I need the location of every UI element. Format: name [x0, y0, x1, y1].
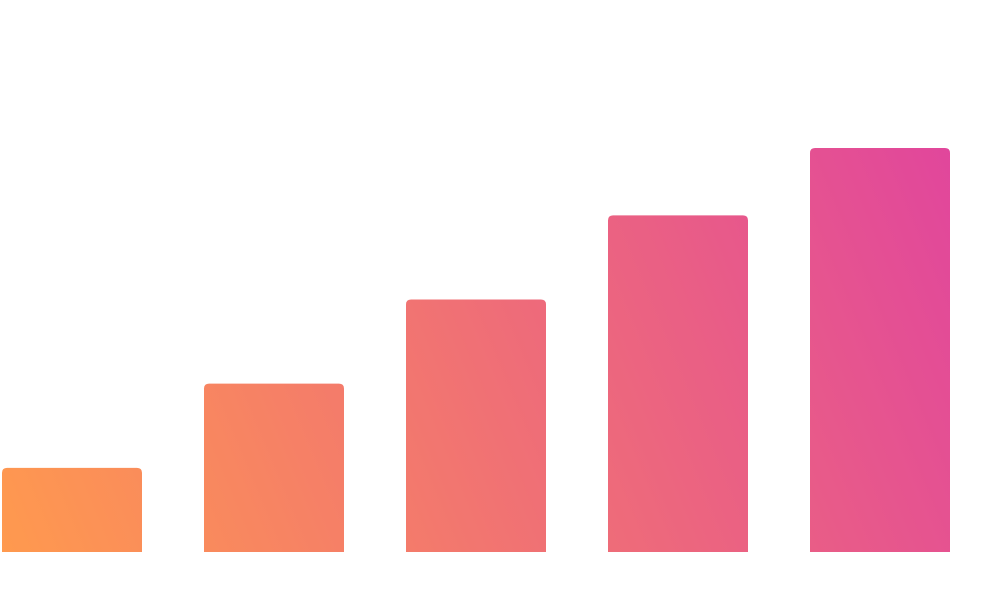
bar-1: [2, 467, 142, 552]
bars-group: [2, 148, 950, 553]
bar-5: [810, 148, 950, 552]
bar-4: [608, 215, 748, 553]
bar-2: [204, 383, 344, 552]
bar-3: [406, 299, 546, 552]
